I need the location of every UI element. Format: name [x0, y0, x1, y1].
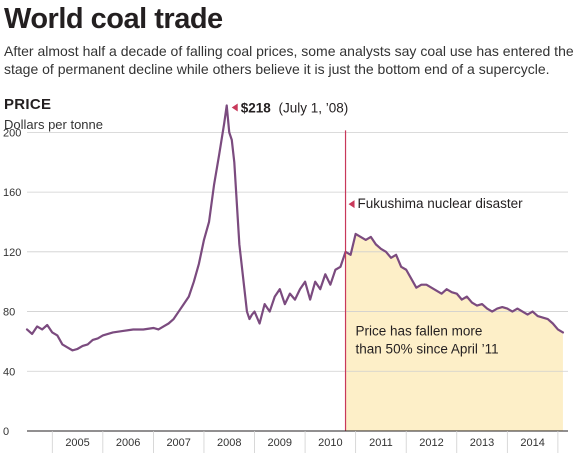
price-line-layer	[25, 104, 565, 352]
x-tick-label: 2007	[166, 437, 190, 449]
post-event-shade-layer	[345, 233, 563, 431]
axis-layer: 0 40 80 120 160 200 2005 2006 2007 2008 2009 2010 20…	[3, 127, 568, 453]
x-tick-label: 2014	[520, 437, 544, 449]
peak-pointer-icon	[231, 103, 238, 112]
post-event-shaded-area	[345, 233, 563, 431]
subtitle-line-1: After almost half a decade of falling co…	[4, 43, 574, 59]
x-tick-label: 2011	[369, 437, 393, 449]
y-tick-label: 40	[3, 366, 15, 378]
peak-date-label: (July 1, ’08)	[279, 101, 349, 116]
peak-annotation: $218 (July 1, ’08)	[241, 101, 349, 116]
x-tick-label: 2009	[268, 437, 292, 449]
y-tick-label: 0	[3, 426, 9, 438]
price-line	[25, 104, 565, 352]
event-annotation: Fukushima nuclear disaster	[358, 196, 524, 211]
x-tick-label: 2005	[65, 437, 89, 449]
y-axis-unit-label: Dollars per tonne	[4, 117, 103, 132]
y-tick-label: 200	[3, 127, 21, 139]
section-label: PRICE	[4, 96, 52, 113]
x-tick-label: 2010	[318, 437, 342, 449]
x-tick-label: 2013	[470, 437, 494, 449]
event-pointer-icon	[348, 200, 355, 209]
y-tick-label: 160	[3, 187, 21, 199]
annotation-layer: $218 (July 1, ’08) Fukushima nuclear dis…	[231, 101, 524, 356]
decline-note-line-1: Price has fallen more	[356, 323, 483, 338]
subtitle-line-2: stage of permanent decline while others …	[4, 61, 550, 77]
x-tick-label: 2008	[217, 437, 241, 449]
decline-note-line-2: than 50% since April ’11	[356, 341, 499, 356]
x-tick-label: 2012	[419, 437, 443, 449]
chart-subtitle: After almost half a decade of falling co…	[4, 42, 587, 78]
y-tick-label: 80	[3, 307, 15, 319]
y-tick-label: 120	[3, 247, 21, 259]
x-tick-label: 2006	[116, 437, 140, 449]
gridline-layer	[27, 131, 568, 372]
peak-value-label: $218	[241, 101, 272, 116]
chart-title: World coal trade	[4, 3, 223, 35]
